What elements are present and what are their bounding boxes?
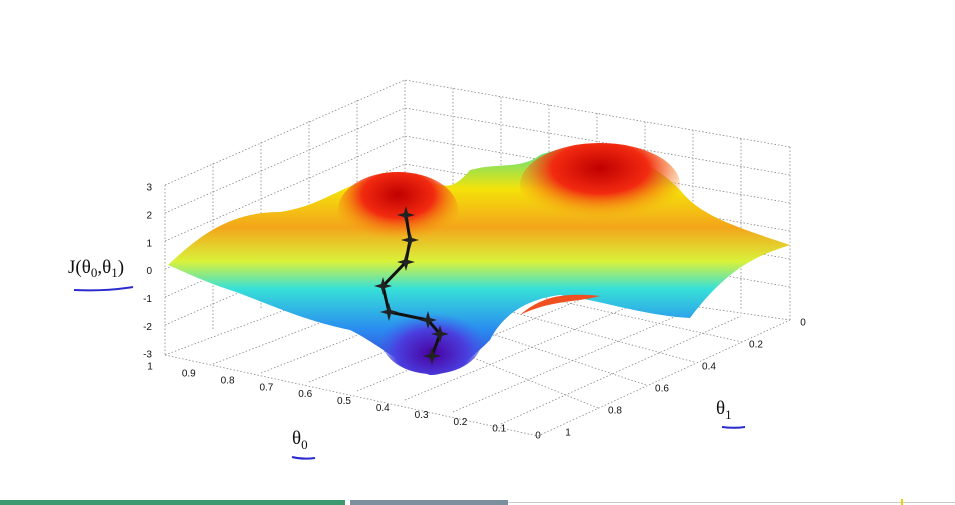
z-tick-label: -1 <box>143 294 152 305</box>
theta1-label: θ1 <box>716 398 732 422</box>
theta0-tick-label: 1 <box>147 362 153 373</box>
theta1-tick-label: 0.6 <box>655 384 669 395</box>
z-tick-label: 1 <box>146 238 152 249</box>
theta0-tick-label: 0 <box>535 431 541 442</box>
surface <box>168 143 790 375</box>
theta0-tick-label: 0.5 <box>337 396 351 407</box>
buffered <box>350 500 508 505</box>
z-tick-label: 0 <box>146 266 152 277</box>
underline <box>291 456 316 460</box>
theta0-tick-label: 0.2 <box>453 417 467 428</box>
progress-bar[interactable] <box>0 499 955 505</box>
played <box>0 500 345 505</box>
marker <box>901 499 903 505</box>
theta1-tick-label: 0.8 <box>608 406 622 417</box>
theta0-tick-label: 0.6 <box>298 389 312 400</box>
theta0-tick-label: 0.3 <box>415 410 429 421</box>
z-tick-label: -3 <box>143 350 152 361</box>
underline <box>721 426 746 429</box>
z-tick-label: -2 <box>143 322 152 333</box>
theta0-tick-label: 0.9 <box>182 369 196 380</box>
descent-path <box>374 206 449 365</box>
theta0-tick-label: 0.1 <box>492 424 506 435</box>
theta1-tick-label: 1 <box>565 428 571 439</box>
theta0-label: θ0 <box>292 428 308 452</box>
theta1-tick-label: 0.4 <box>702 362 716 373</box>
underline <box>73 286 134 292</box>
theta1-tick-label: 0 <box>800 318 806 329</box>
z-tick-label: 3 <box>146 183 152 194</box>
remaining <box>508 502 955 503</box>
theta0-tick-label: 0.7 <box>259 382 273 393</box>
theta0-tick-label: 0.4 <box>376 403 390 414</box>
z-tick-label: 2 <box>146 210 152 221</box>
z-axis-label: J(θ0,θ1) <box>68 257 124 280</box>
theta0-tick-label: 0.8 <box>221 375 235 386</box>
theta1-tick-label: 0.2 <box>749 340 763 351</box>
